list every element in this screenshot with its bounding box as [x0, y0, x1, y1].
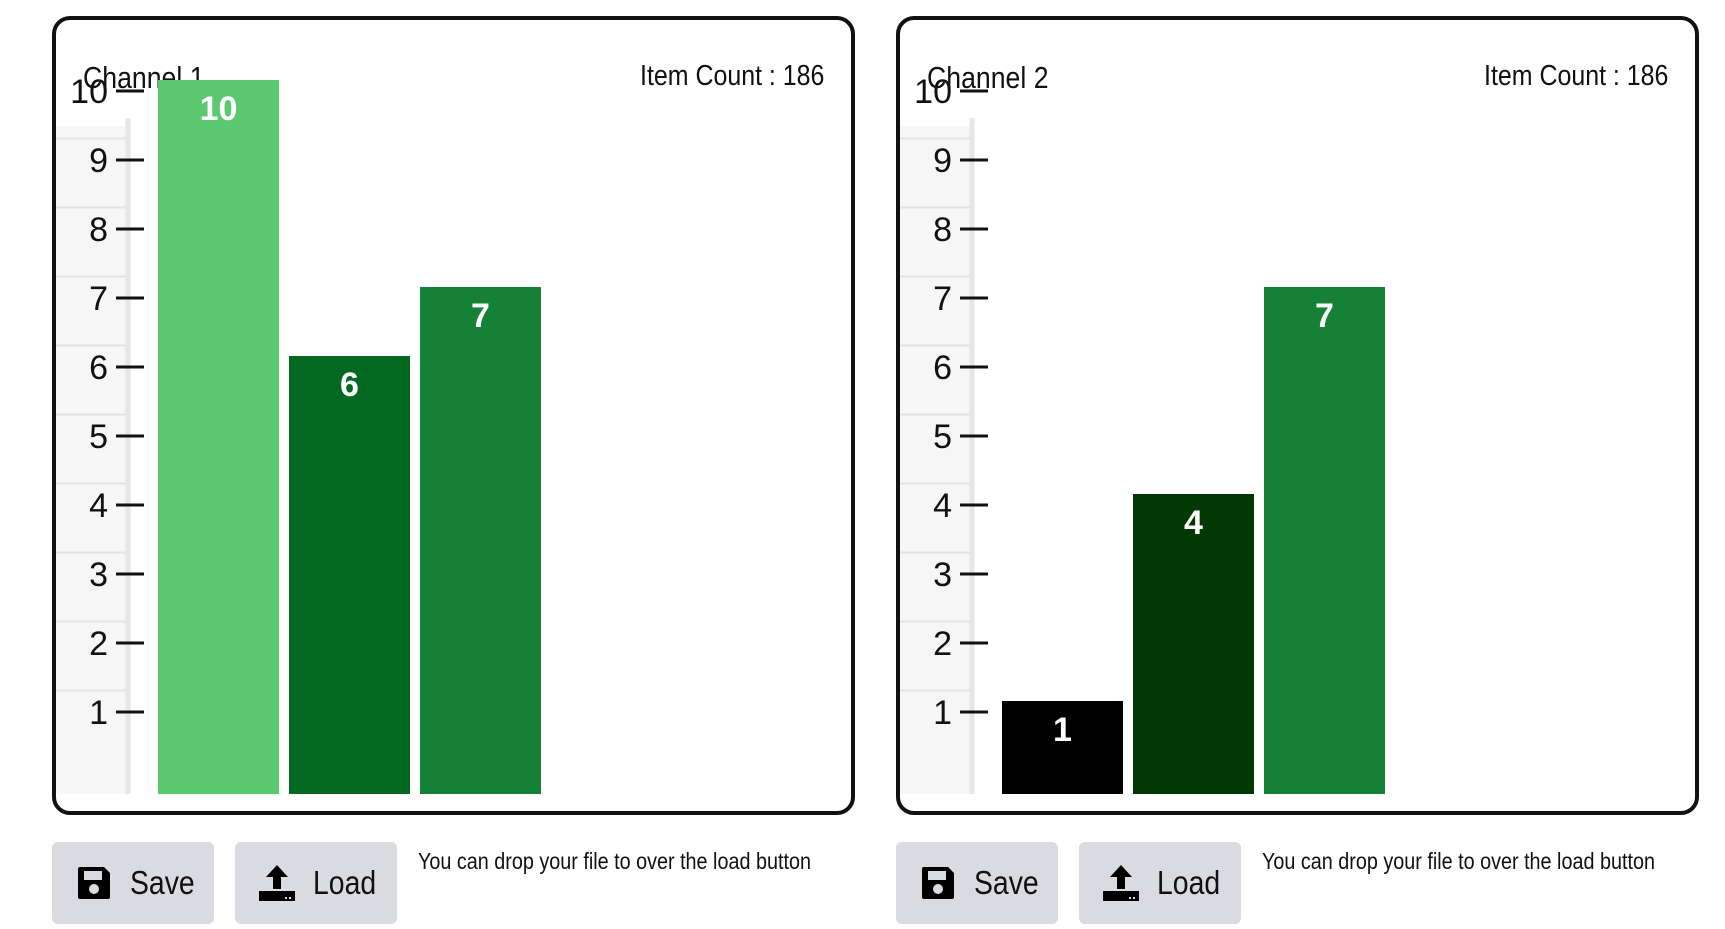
- save-button[interactable]: Save: [52, 842, 214, 924]
- channel-1-bar-chart: 1 2 3 4 5 6 7 8 9 10 10 6 7: [56, 73, 541, 794]
- y-axis-tick-label: 5: [89, 418, 108, 456]
- load-button-label: Load: [313, 864, 377, 901]
- y-axis-tick-label: 8: [89, 211, 108, 249]
- y-axis-tick-label: 10: [70, 73, 108, 111]
- bar: [1002, 701, 1123, 794]
- upload-icon: [257, 863, 297, 903]
- channel-1-panel: Channel 1 Item Count : 186 1 2 3 4 5 6 7 8 9 10 10…: [52, 16, 855, 815]
- y-axis-tick-label: 8: [933, 211, 952, 249]
- save-button-label: Save: [974, 864, 1039, 901]
- y-axis-tick-label: 3: [933, 556, 952, 594]
- y-axis-tick-label: 4: [933, 487, 952, 525]
- bar: [1264, 287, 1385, 794]
- y-axis-tick-label: 10: [914, 73, 952, 111]
- bar-value-label: 1: [1053, 711, 1072, 749]
- bar-value-label: 4: [1184, 504, 1203, 542]
- y-axis-tick-label: 2: [933, 625, 952, 663]
- y-axis-tick-label: 5: [933, 418, 952, 456]
- bar-value-label: 7: [1315, 297, 1334, 335]
- panel-title: Channel 2: [927, 60, 1049, 95]
- bar-value-label: 6: [340, 366, 359, 404]
- save-button[interactable]: Save: [896, 842, 1058, 924]
- load-button[interactable]: Load: [235, 842, 397, 924]
- y-axis-tick-label: 3: [89, 556, 108, 594]
- y-axis-tick-label: 7: [933, 280, 952, 318]
- drop-hint: You can drop your file to over the load …: [418, 848, 811, 874]
- item-count: Item Count : 186: [639, 60, 824, 92]
- bar-value-label: 7: [471, 297, 490, 335]
- y-axis-tick-label: 9: [933, 142, 952, 180]
- y-axis-band: [56, 126, 128, 794]
- y-axis-tick-label: 4: [89, 487, 108, 525]
- floppy-disk-icon: [74, 863, 114, 903]
- item-count: Item Count : 186: [1483, 60, 1668, 92]
- load-button-label: Load: [1157, 864, 1221, 901]
- y-axis-tick-label: 6: [89, 349, 108, 387]
- y-axis-tick-label: 7: [89, 280, 108, 318]
- floppy-disk-icon: [918, 863, 958, 903]
- channel-2-bar-chart: 1 2 3 4 5 6 7 8 9 10 1 4 7: [900, 73, 1385, 794]
- y-axis-tick-label: 1: [933, 694, 952, 732]
- bar: [289, 356, 410, 794]
- load-button[interactable]: Load: [1079, 842, 1241, 924]
- bar-value-label: 10: [200, 90, 238, 128]
- channel-2-panel: Channel 2 Item Count : 186 1 2 3 4 5 6 7 8 9 10 1 4…: [896, 16, 1699, 815]
- y-axis-tick-label: 9: [89, 142, 108, 180]
- save-button-label: Save: [130, 864, 195, 901]
- y-axis-tick-label: 1: [89, 694, 108, 732]
- bar: [1133, 494, 1254, 794]
- upload-icon: [1101, 863, 1141, 903]
- y-axis-tick-label: 6: [933, 349, 952, 387]
- y-axis-tick-label: 2: [89, 625, 108, 663]
- y-axis-band: [900, 126, 972, 794]
- drop-hint: You can drop your file to over the load …: [1262, 848, 1655, 874]
- bar: [158, 80, 279, 794]
- bar: [420, 287, 541, 794]
